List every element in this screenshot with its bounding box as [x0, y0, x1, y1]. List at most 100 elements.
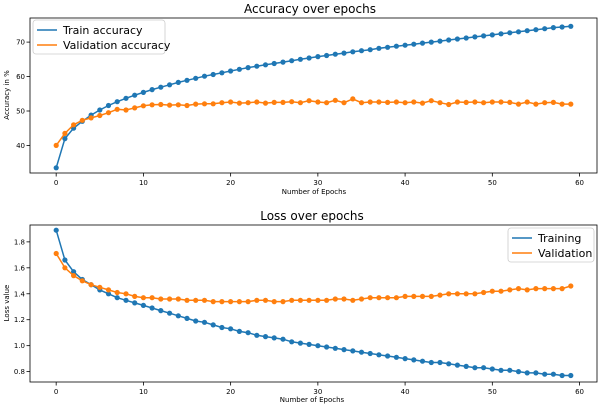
- validation-accuracy-point: [524, 99, 530, 105]
- train-accuracy-point: [297, 56, 303, 62]
- train-accuracy-point: [62, 136, 68, 142]
- validation-point: [428, 293, 434, 299]
- validation-accuracy-point: [446, 101, 452, 108]
- validation-accuracy-point: [332, 97, 338, 103]
- train-accuracy-point: [53, 165, 59, 171]
- validation-accuracy-point: [306, 98, 312, 104]
- validation-accuracy-point: [140, 103, 146, 109]
- training-point: [481, 365, 487, 371]
- accuracy-ylabel: Accuracy in %: [3, 70, 11, 120]
- validation-accuracy-point: [297, 100, 303, 106]
- accuracy-ytick-label: 50: [16, 108, 25, 116]
- accuracy-title: Accuracy over epochs: [244, 2, 376, 16]
- loss-ytick-label: 1.0: [14, 342, 25, 350]
- validation-accuracy-point: [481, 100, 487, 106]
- validation-point: [245, 299, 251, 305]
- validation-point: [123, 291, 129, 297]
- train-accuracy-point: [228, 68, 234, 74]
- training-point: [341, 347, 347, 353]
- training-point: [446, 361, 452, 367]
- accuracy-axes-frame: [29, 17, 598, 174]
- training-point: [105, 291, 112, 297]
- validation-point: [524, 287, 530, 293]
- validation-point: [88, 282, 94, 288]
- validation-point: [140, 295, 146, 301]
- validation-point: [62, 265, 68, 271]
- validation-point: [280, 299, 286, 305]
- validation-point: [149, 295, 155, 301]
- validation-accuracy-point: [254, 99, 260, 105]
- validation-point: [350, 297, 356, 303]
- validation-accuracy-point: [71, 122, 77, 128]
- validation-accuracy-point: [341, 100, 347, 106]
- train-accuracy-point: [533, 27, 539, 33]
- train-accuracy-point: [201, 73, 208, 79]
- accuracy-ytick-label: 60: [16, 73, 25, 81]
- validation-point: [533, 286, 539, 292]
- validation-accuracy-point: [184, 102, 190, 109]
- training-point: [62, 257, 68, 263]
- training-point: [428, 359, 434, 366]
- train-accuracy-point: [149, 87, 155, 93]
- train-accuracy-point: [498, 31, 504, 37]
- validation-point: [71, 273, 77, 279]
- validation-point: [219, 299, 225, 305]
- validation-accuracy-point: [236, 100, 242, 106]
- loss-ytick-label: 1.4: [14, 290, 26, 298]
- train-accuracy-point: [324, 52, 330, 59]
- loss-xtick-label: 0: [54, 388, 58, 396]
- validation-accuracy-point: [419, 100, 426, 106]
- accuracy-ticks: 0 10 20 30 40 50 60 40 50 60 70: [16, 39, 584, 187]
- accuracy-ytick-label: 70: [16, 39, 25, 47]
- train-accuracy-point: [524, 28, 530, 34]
- validation-accuracy-point: [358, 100, 365, 106]
- validation-accuracy-point: [201, 101, 208, 107]
- train-accuracy-point: [167, 82, 173, 88]
- train-accuracy-point: [175, 79, 181, 85]
- validation-point: [463, 291, 469, 297]
- validation-accuracy-point: [105, 110, 112, 116]
- validation-accuracy-point: [149, 102, 155, 108]
- train-accuracy-point: [454, 36, 460, 42]
- training-point: [53, 227, 59, 233]
- loss-ticks: 0 10 20 30 40 50 60 0.8 1.0 1.2 1.4 1.6 1.8: [14, 238, 584, 396]
- training-point: [454, 362, 460, 368]
- train-accuracy-point: [132, 92, 138, 98]
- training-point: [376, 352, 382, 358]
- validation-accuracy-point: [245, 100, 251, 106]
- validation-accuracy-point: [428, 98, 434, 104]
- validation-accuracy-point: [350, 96, 356, 102]
- validation-point: [367, 295, 373, 301]
- validation-point: [79, 278, 85, 284]
- training-point: [489, 366, 495, 372]
- train-accuracy-point: [210, 71, 216, 78]
- validation-accuracy-point: [411, 99, 417, 105]
- validation-point: [542, 286, 548, 292]
- accuracy-xtick-label: 30: [313, 179, 322, 187]
- validation-accuracy-point: [324, 100, 330, 106]
- train-accuracy-point: [550, 25, 557, 31]
- training-point: [210, 322, 216, 328]
- train-accuracy-point: [193, 75, 199, 81]
- validation-accuracy-point: [568, 101, 574, 107]
- validation-point: [332, 296, 338, 302]
- validation-accuracy-point: [132, 105, 138, 111]
- training-point: [367, 350, 373, 357]
- training-point: [393, 354, 399, 360]
- validation-accuracy-point: [158, 101, 164, 108]
- validation-accuracy-point: [167, 102, 173, 108]
- validation-accuracy-point: [376, 99, 382, 105]
- validation-point: [341, 296, 347, 302]
- train-accuracy-point: [507, 30, 513, 36]
- train-accuracy-point: [376, 45, 382, 51]
- training-point: [437, 359, 443, 366]
- validation-accuracy-point: [542, 100, 548, 106]
- validation-accuracy-point: [280, 99, 286, 105]
- train-accuracy-point: [515, 29, 522, 35]
- validation-point: [193, 297, 199, 303]
- training-point: [289, 339, 295, 345]
- validation-point: [271, 299, 277, 305]
- validation-accuracy-point: [515, 101, 522, 107]
- training-point: [271, 335, 277, 341]
